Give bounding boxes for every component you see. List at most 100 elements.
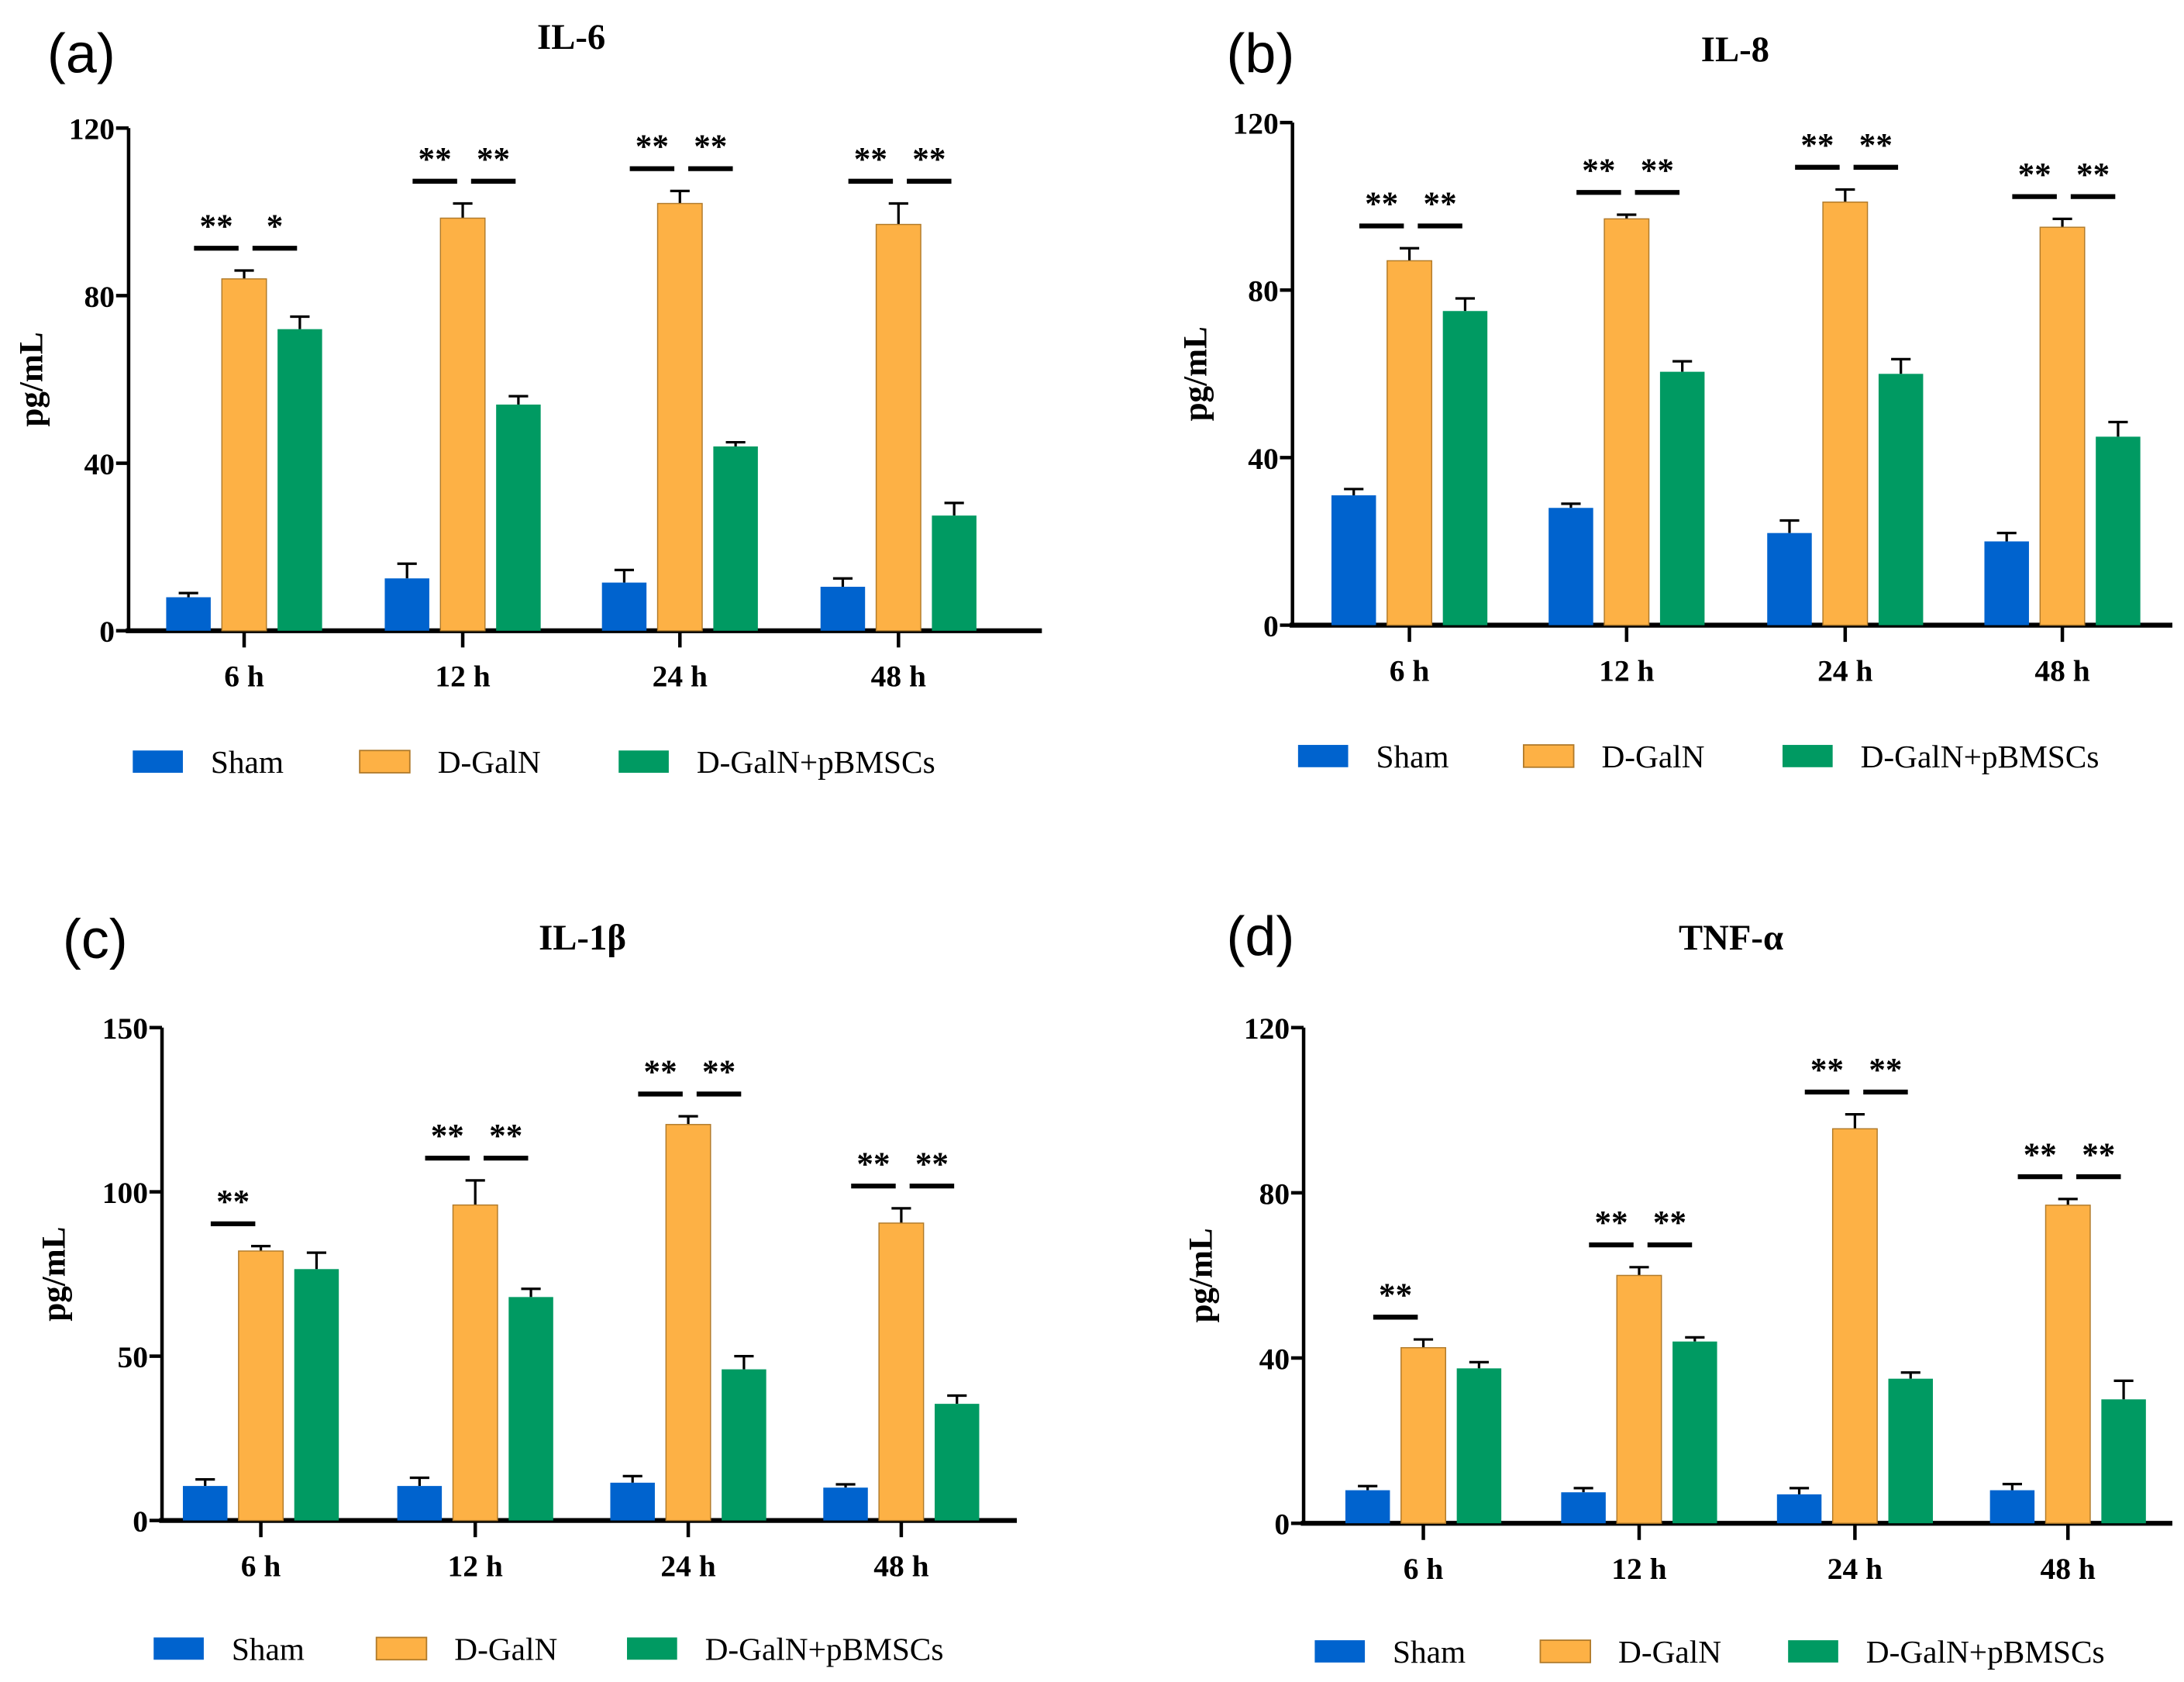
- y-axis-label: pg/mL: [1177, 326, 1214, 421]
- y-tick-label: 0: [1263, 609, 1279, 643]
- y-tick-label: 50: [118, 1340, 149, 1374]
- y-tick-label: 80: [1259, 1177, 1290, 1211]
- legend-label: D-GalN+pBMSCs: [697, 744, 935, 780]
- bar-d-galn: [238, 1250, 284, 1522]
- bar-d-galn: [656, 202, 703, 632]
- bar-d-galn-pbmscs: [277, 329, 322, 631]
- chart-title: TNF-α: [1679, 918, 1783, 958]
- panel-c: (c) IL-1β pg/mL 0 50 100 150 6 h ** 12 h ** ** 24 h *…: [36, 908, 1017, 1666]
- legend-swatch: [627, 1637, 677, 1660]
- y-tick-label: 150: [102, 1012, 148, 1046]
- y-tick-label: 40: [1248, 442, 1279, 476]
- x-tick-label: 48 h: [871, 660, 926, 694]
- significance-marker: **: [1859, 127, 1893, 164]
- bar-d-galn: [1616, 1274, 1662, 1524]
- bar-sham: [166, 597, 211, 631]
- x-tick-label: 12 h: [435, 660, 490, 694]
- bar-d-galn-pbmscs: [1442, 311, 1488, 626]
- bar-d-galn: [1822, 202, 1869, 626]
- bar-d-galn: [1400, 1347, 1446, 1524]
- bar-sham: [397, 1486, 443, 1521]
- significance-marker: **: [1800, 127, 1834, 164]
- bar-d-galn-pbmscs: [713, 446, 758, 631]
- significance-marker: **: [489, 1118, 522, 1155]
- significance-marker: *: [267, 209, 284, 245]
- y-tick-label: 0: [1274, 1508, 1290, 1542]
- bar-d-galn: [2044, 1205, 2091, 1524]
- significance-marker: **: [419, 141, 452, 178]
- bar-sham: [182, 1486, 228, 1521]
- bar-d-galn-pbmscs: [2101, 1399, 2146, 1524]
- bar-d-galn: [1387, 260, 1433, 626]
- bar-d-galn: [452, 1204, 498, 1522]
- significance-marker: **: [477, 141, 510, 178]
- bar-sham: [610, 1482, 655, 1521]
- y-tick-label: 120: [69, 112, 115, 146]
- significance-marker: **: [431, 1118, 464, 1155]
- x-tick-label: 12 h: [1599, 653, 1654, 688]
- bar-d-galn-pbmscs: [2096, 436, 2141, 626]
- significance-marker: **: [2082, 1137, 2115, 1174]
- x-tick-label: 12 h: [448, 1549, 503, 1583]
- legend-swatch: [153, 1637, 204, 1660]
- significance-marker: **: [915, 1146, 949, 1183]
- panel-b: (b) IL-8 pg/mL 0 40 80 120 6 h ** ** 12 h ** ** 24 h *…: [1177, 22, 2172, 774]
- bar-d-galn-pbmscs: [1456, 1368, 1502, 1524]
- bar-d-galn-pbmscs: [932, 515, 977, 631]
- panel-d: (d) TNF-α pg/mL 0 40 80 120 6 h ** 12 h ** ** 24 h **…: [1183, 905, 2172, 1670]
- y-tick-label: 120: [1232, 106, 1278, 140]
- bar-sham: [1548, 508, 1593, 626]
- chart-title: IL-8: [1701, 29, 1769, 70]
- x-tick-label: 24 h: [653, 660, 708, 694]
- legend-label: D-GalN+pBMSCs: [1861, 739, 2100, 774]
- bar-d-galn: [221, 278, 267, 632]
- significance-marker: **: [1594, 1205, 1628, 1242]
- significance-marker: **: [912, 141, 946, 178]
- significance-marker: **: [1379, 1277, 1412, 1314]
- legend-swatch: [1788, 1640, 1838, 1663]
- significance-marker: **: [1653, 1205, 1686, 1242]
- panel-label: (a): [47, 22, 115, 84]
- x-tick-label: 6 h: [224, 660, 264, 694]
- x-tick-label: 6 h: [1390, 653, 1430, 688]
- bar-sham: [1984, 541, 2029, 626]
- y-tick-label: 40: [1259, 1342, 1290, 1376]
- significance-marker: **: [200, 209, 233, 245]
- legend-label: Sham: [1393, 1634, 1466, 1670]
- x-tick-label: 48 h: [873, 1549, 928, 1583]
- bar-d-galn-pbmscs: [1659, 371, 1705, 626]
- legend-swatch: [1522, 744, 1575, 768]
- bar-d-galn-pbmscs: [935, 1404, 980, 1521]
- significance-marker: **: [1641, 153, 1674, 189]
- legend-swatch: [133, 750, 183, 773]
- panel-label: (b): [1226, 22, 1294, 84]
- significance-marker: **: [2076, 157, 2110, 193]
- legend-swatch: [1539, 1639, 1591, 1663]
- legend-label: D-GalN: [1618, 1634, 1721, 1670]
- significance-marker: **: [1424, 186, 1457, 222]
- significance-marker: **: [1810, 1053, 1844, 1089]
- significance-marker: **: [2018, 157, 2051, 193]
- significance-marker: **: [856, 1146, 890, 1183]
- significance-marker: **: [216, 1184, 250, 1221]
- legend-swatch: [618, 750, 669, 773]
- bar-sham: [1331, 495, 1376, 626]
- bar-d-galn: [2039, 226, 2086, 626]
- legend-label: Sham: [1376, 739, 1449, 774]
- significance-marker: **: [644, 1054, 677, 1091]
- bar-sham: [1776, 1494, 1822, 1524]
- bar-d-galn-pbmscs: [1888, 1378, 1933, 1524]
- legend-swatch: [1782, 745, 1833, 767]
- significance-marker: **: [694, 129, 727, 165]
- bar-d-galn-pbmscs: [1672, 1341, 1717, 1524]
- x-tick-label: 6 h: [1404, 1552, 1444, 1586]
- legend-label: D-GalN: [438, 744, 541, 780]
- y-tick-label: 120: [1244, 1012, 1290, 1046]
- x-tick-label: 12 h: [1611, 1552, 1666, 1586]
- legend-label: Sham: [211, 744, 284, 780]
- y-axis-label: pg/mL: [36, 1227, 72, 1322]
- bar-d-galn: [875, 223, 921, 632]
- bar-sham: [601, 582, 647, 631]
